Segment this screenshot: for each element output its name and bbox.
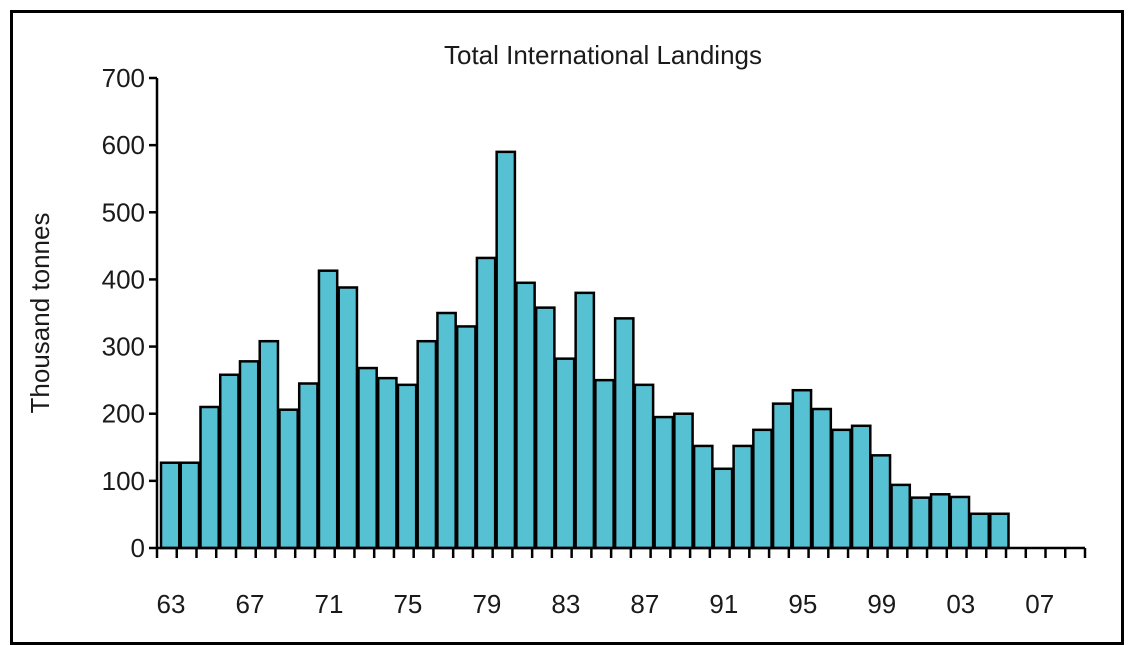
x-tick-labels: 63 67 71 75 79 83 87 91 95 99 03 07 [157,589,1055,619]
bar-1998 [850,424,872,550]
y-tick-label-600: 600 [102,130,145,160]
bar-1985 [594,378,615,550]
bar-1989 [673,412,694,550]
x-tick-label-03: 03 [946,589,975,619]
bar-2001 [910,496,931,550]
bar-1982 [534,306,556,550]
bar-1984 [574,291,596,550]
bar-1964 [179,461,201,550]
y-axis-title: Thousand tonnes [25,213,55,414]
x-tick-label-87: 87 [630,589,659,619]
bar-1999 [870,454,892,550]
bar-1993 [752,428,773,550]
bar-2000 [890,483,912,550]
bar-1980 [495,150,517,550]
chart-title: Total International Landings [444,40,762,70]
y-tick-label-400: 400 [102,264,145,294]
bar-1977 [436,311,457,550]
bar-1967 [238,360,260,550]
x-tick-label-99: 99 [867,589,896,619]
bar-1995 [791,388,813,550]
bar-1994 [771,402,793,550]
bar-1971 [317,269,339,550]
bar-1975 [396,383,418,550]
bar-1970 [297,382,319,550]
bar-1979 [475,256,497,550]
y-tick-label-700: 700 [102,63,145,93]
bars-layer [159,150,1010,550]
y-tick-label-300: 300 [102,332,145,362]
bar-1992 [732,444,754,550]
x-tick-label-63: 63 [157,589,186,619]
bar-1972 [337,286,359,550]
bar-1968 [258,339,280,550]
bar-1965 [199,405,220,550]
bar-1987 [633,383,655,550]
bar-1996 [811,407,833,550]
bar-1986 [613,317,635,550]
x-tick-label-71: 71 [314,589,343,619]
bar-1997 [831,428,852,550]
bar-1978 [455,325,477,550]
bar-2004 [969,512,991,550]
bar-1981 [515,281,536,550]
x-tick-label-75: 75 [393,589,422,619]
bar-2005 [989,512,1010,550]
y-tick-labels: 0 100 200 300 400 500 600 700 [102,63,145,563]
bar-1988 [653,415,675,550]
bar-2002 [929,493,951,550]
bar-1969 [278,408,299,550]
bar-2003 [949,495,971,550]
bar-1974 [376,376,398,550]
x-tick-label-67: 67 [236,589,265,619]
y-tick-label-0: 0 [131,533,145,563]
x-tick-label-95: 95 [788,589,817,619]
bar-1963 [159,461,181,550]
bar-1991 [712,467,734,550]
x-tick-label-83: 83 [551,589,580,619]
bar-1990 [692,444,714,550]
y-tick-label-200: 200 [102,399,145,429]
y-tick-label-100: 100 [102,466,145,496]
bar-1983 [554,357,576,550]
x-tick-label-79: 79 [472,589,501,619]
x-tick-label-07: 07 [1025,589,1054,619]
y-tick-label-500: 500 [102,197,145,227]
x-tick-label-91: 91 [709,589,738,619]
axes-layer [149,76,1087,558]
bar-1973 [357,366,378,550]
bar-1966 [218,373,240,550]
bar-1976 [416,339,438,550]
